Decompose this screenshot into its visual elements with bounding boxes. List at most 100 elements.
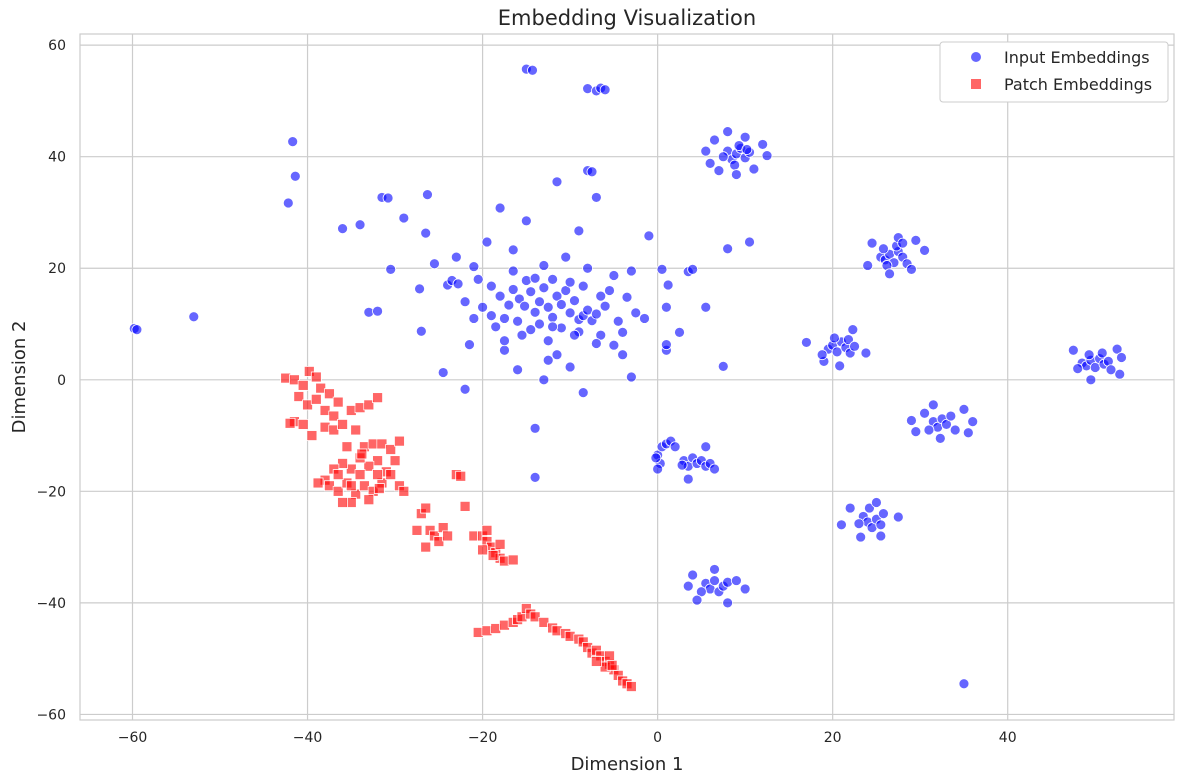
input-embedding-point [761,150,773,161]
input-embedding-point [494,202,506,214]
input-embedding-point [862,260,874,271]
input-embedding-point [555,299,567,310]
input-embedding-point [722,243,734,255]
patch-embedding-point [284,417,296,429]
patch-embeddings-series [280,366,637,692]
input-embedding-point [551,349,563,361]
input-embedding-point [577,387,589,399]
input-embedding-point [516,329,528,341]
input-embedding-point [866,237,878,249]
x-tick-label: −60 [118,730,148,746]
input-embedding-point [472,273,484,285]
y-tick-label: 0 [57,373,66,389]
input-embedding-point [892,511,904,523]
x-tick-label: 0 [653,730,662,746]
input-embedding-point [595,290,607,302]
input-embedding-point [757,139,769,150]
input-embedding-point [398,212,410,224]
patch-embedding-point [332,485,344,497]
patch-embedding-point [363,399,375,411]
input-embedding-point [382,192,394,204]
input-embedding-point [547,311,559,323]
input-embedding-point [919,244,930,256]
input-embedding-point [612,315,624,327]
input-embedding-point [542,301,554,313]
legend-label-patch: Patch Embeddings [1004,75,1152,94]
patch-embedding-point [337,458,348,469]
input-embedding-point [582,83,594,95]
patch-embedding-point [341,441,353,453]
input-embedding-point [687,263,699,275]
patch-embedding-point [442,530,453,542]
input-embedding-point [836,519,847,531]
input-embedding-point [529,471,541,483]
input-embedding-point [573,225,585,237]
patch-embedding-point [345,463,357,475]
patch-embedding-point [420,541,432,553]
input-embedding-point [855,531,867,543]
input-embedding-point [871,497,882,508]
patch-embedding-point [306,430,318,441]
input-embedding-point [513,293,525,305]
input-embedding-point [1085,374,1097,386]
patch-embedding-point [363,460,375,472]
input-embeddings-series [128,63,1127,690]
input-embedding-point [569,329,580,341]
input-embedding-point [538,374,550,386]
patch-embedding-point [389,455,401,467]
patch-embedding-point [477,544,488,556]
legend: Input Embeddings Patch Embeddings [939,41,1169,103]
input-embedding-point [744,236,755,248]
input-embedding-point [507,284,519,295]
patch-embedding-point [590,656,602,667]
input-embedding-point [560,251,572,263]
patch-embedding-point [487,550,499,561]
input-embedding-point [709,134,720,146]
y-axis-title: Dimension 2 [9,321,30,434]
input-embedding-point [468,313,480,324]
input-embedding-point [595,329,607,341]
x-tick-label: 40 [999,730,1017,746]
patch-embedding-point [354,469,366,481]
input-embedding-point [639,313,650,324]
input-embedding-point [700,145,712,157]
input-embedding-point [582,304,594,316]
input-embedding-point [1116,352,1127,363]
input-embedding-point [354,219,366,231]
input-embedding-point [429,258,440,270]
patch-embedding-point [303,366,315,377]
patch-embedding-point [332,469,344,481]
input-embedding-point [864,502,875,514]
input-embedding-point [422,189,433,201]
patch-embedding-point [455,470,467,482]
input-embedding-point [709,564,720,575]
input-embedding-point [652,463,664,475]
patch-embedding-point [319,405,331,416]
input-embedding-point [188,311,200,323]
input-embedding-point [875,530,887,542]
input-embedding-point [131,324,143,335]
input-embedding-point [547,321,559,333]
input-embedding-point [459,383,471,395]
input-embedding-point [485,310,497,322]
input-embedding-point [906,263,917,275]
input-embedding-point [507,265,519,277]
patch-embedding-point [359,480,370,492]
input-embedding-point [674,326,685,338]
patch-embedding-point [529,611,541,623]
input-embedding-point [608,270,620,281]
patch-embedding-point [310,371,322,383]
input-embedding-point [923,424,935,436]
input-embedding-point [739,131,751,143]
input-embedding-point [538,260,550,271]
legend-marker-input [971,52,981,62]
input-embedding-point [538,282,550,294]
input-embedding-point [934,432,946,444]
input-embedding-point [878,243,889,255]
input-embedding-point [709,575,720,586]
input-embedding-point [599,300,611,312]
input-embedding-point [527,64,538,76]
input-embedding-point [801,337,812,348]
patch-embedding-point [328,424,340,436]
input-embedding-point [551,176,563,188]
